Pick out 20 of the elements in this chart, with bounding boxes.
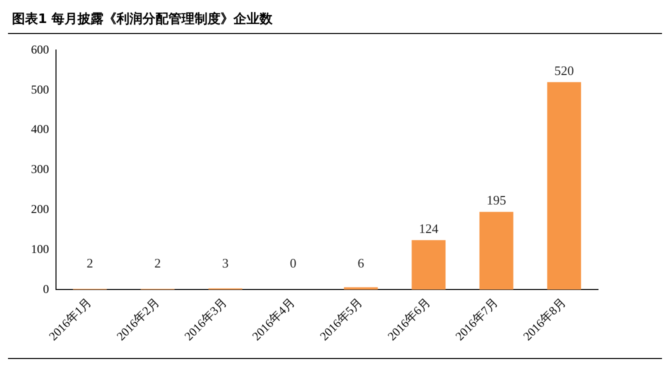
bar	[547, 82, 582, 290]
bar	[412, 240, 446, 290]
bar	[479, 212, 514, 290]
bar	[344, 287, 378, 290]
data-label: 6	[358, 256, 365, 271]
y-tick-label: 400	[31, 122, 49, 136]
y-tick-label: 100	[31, 242, 49, 256]
y-tick-label: 500	[31, 82, 49, 96]
data-label: 520	[554, 63, 574, 78]
y-tick-label: 0	[43, 282, 49, 296]
y-tick-label: 600	[31, 42, 49, 56]
y-tick-label: 200	[31, 202, 49, 216]
chart-title: 图表1 每月披露《利润分配管理制度》企业数	[11, 10, 274, 29]
data-label: 2	[154, 256, 161, 271]
data-label: 124	[418, 221, 439, 236]
data-label: 2	[86, 256, 94, 271]
y-tick-label: 300	[31, 162, 49, 176]
data-label: 0	[290, 256, 296, 271]
data-label: 3	[222, 256, 229, 271]
data-label: 195	[486, 192, 506, 208]
